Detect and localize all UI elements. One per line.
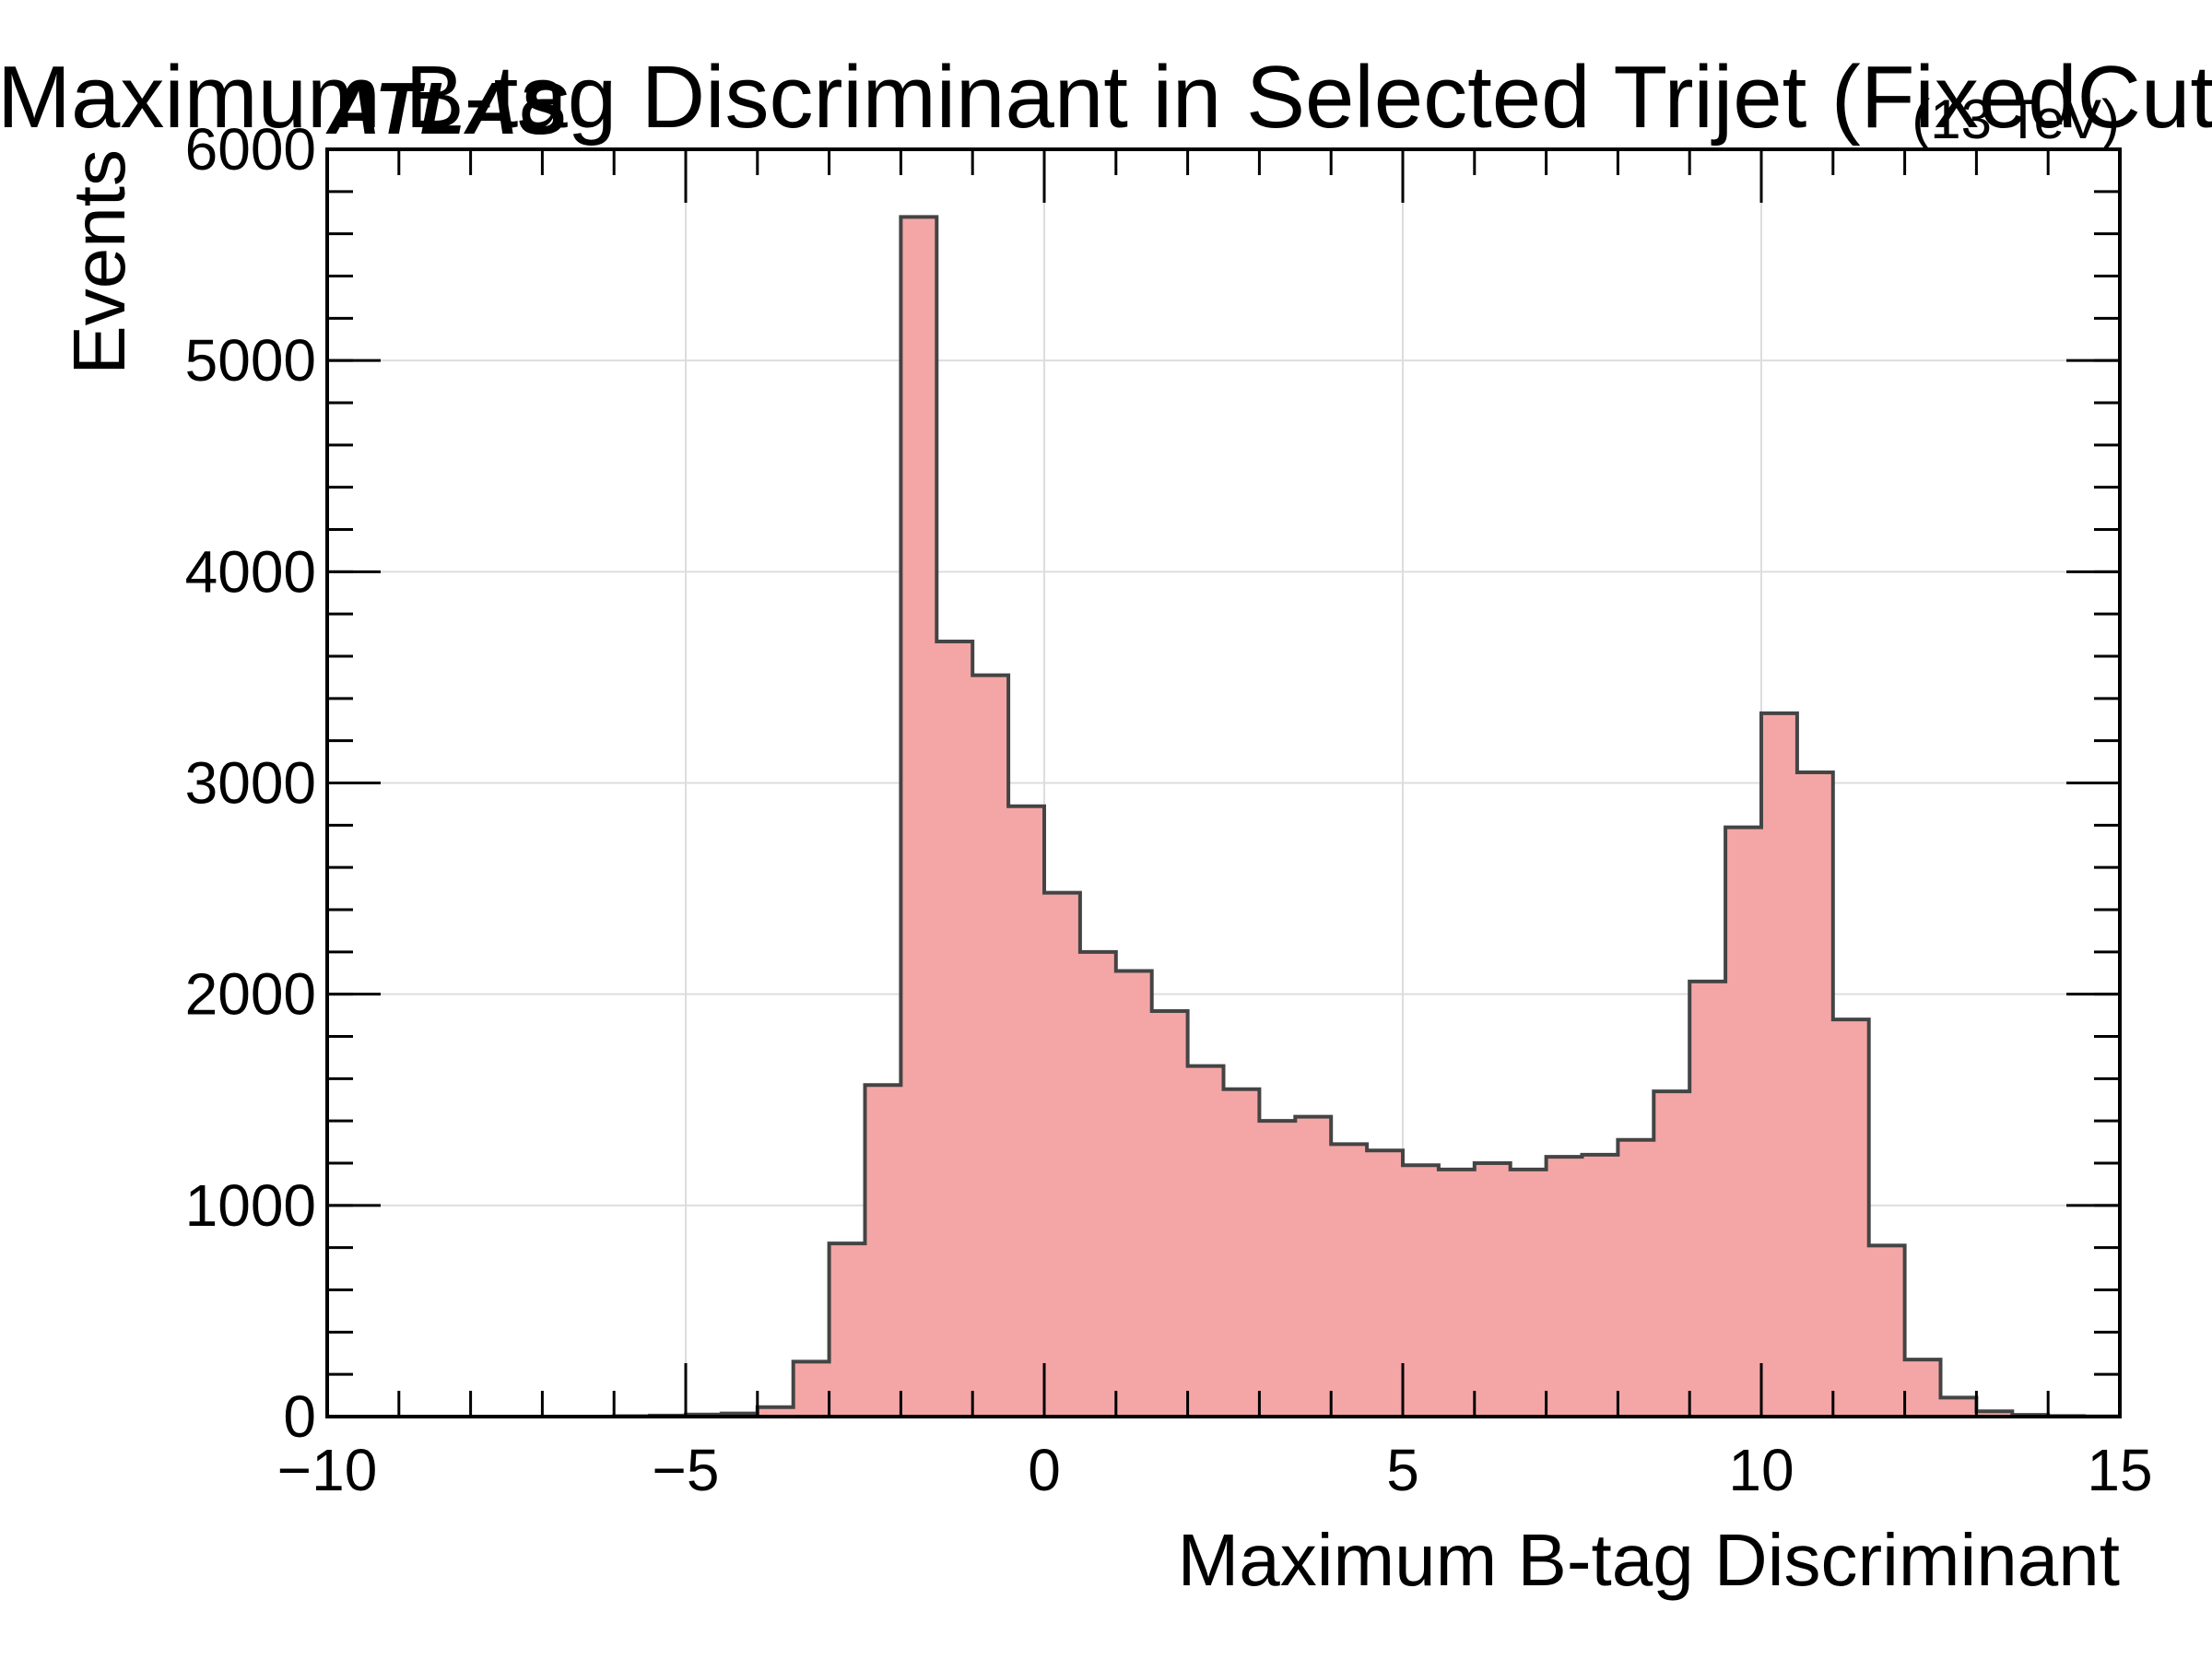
histogram-bar [1761,712,1798,1417]
histogram-bar [1079,951,1117,1417]
histogram-bar [1151,1011,1189,1417]
x-tick-label: −5 [653,1437,720,1503]
histogram-bar [1331,1144,1368,1417]
histogram-bar [1044,892,1081,1417]
y-axis-label: Events [58,149,140,375]
histogram-bar [865,1085,901,1417]
y-tick-label: 4000 [185,538,316,605]
histogram-bar [1115,971,1153,1417]
y-tick-label: 0 [283,1383,316,1450]
histogram-bar [1618,1139,1654,1417]
plot-frame [325,147,2122,1418]
histogram-bar [1904,1359,1942,1417]
histogram-bar [1438,1169,1476,1417]
histogram-bar [1976,1411,2013,1417]
y-tick-label: 3000 [185,750,316,817]
y-tick-label: 2000 [185,961,316,1028]
histogram-bar [1510,1169,1547,1417]
x-tick-label: 5 [1386,1437,1419,1503]
histogram-bar [900,217,937,1417]
x-tick-label: −10 [277,1437,378,1503]
x-tick-label: 10 [1728,1437,1794,1503]
histogram-bar [1295,1116,1332,1417]
chart-title: Maximum B-tag Discriminant in Selected T… [0,48,2212,147]
x-axis-label: Maximum B-tag Discriminant [1178,1519,2120,1601]
y-tick-label: 1000 [185,1172,316,1239]
histogram-bar [972,675,1009,1417]
histogram-bar [1832,1019,1870,1417]
x-tick-labels: −10 −5 0 5 10 15 [277,1437,2153,1503]
y-tick-label: 6000 [185,116,316,182]
x-tick-label: 15 [2087,1437,2152,1503]
histogram-bars [614,217,2121,1417]
histogram-bar [936,641,973,1417]
x-tick-label: 0 [1028,1437,1061,1503]
histogram-bar [829,1243,866,1417]
histogram-bar [1187,1065,1225,1417]
histogram-bar [1796,772,1834,1417]
histogram-bar [1403,1165,1440,1417]
atlas-label: ATLAS [325,67,568,149]
histogram-bar [1582,1154,1618,1417]
histogram-bar [793,1361,830,1417]
histogram-bar [1474,1163,1512,1417]
minor-ticks [325,147,2122,1418]
energy-label: (13 TeV) [1912,88,2120,150]
histogram-bar [1546,1157,1583,1417]
histogram-bar [1653,1091,1690,1417]
histogram-outline [327,215,2120,1418]
histogram-bar [757,1406,794,1417]
histogram-bar [1367,1150,1404,1417]
histogram-bar [1725,827,1762,1417]
histogram-bar [1940,1397,1977,1417]
y-tick-label: 5000 [185,327,316,394]
histogram-bar [1259,1121,1296,1417]
y-tick-labels: 0 1000 2000 3000 4000 5000 6000 [185,116,316,1450]
histogram-bar [1223,1088,1260,1417]
histogram-bar [1689,981,1726,1417]
histogram-bar [1008,806,1045,1417]
histogram-bar [1868,1245,1906,1417]
